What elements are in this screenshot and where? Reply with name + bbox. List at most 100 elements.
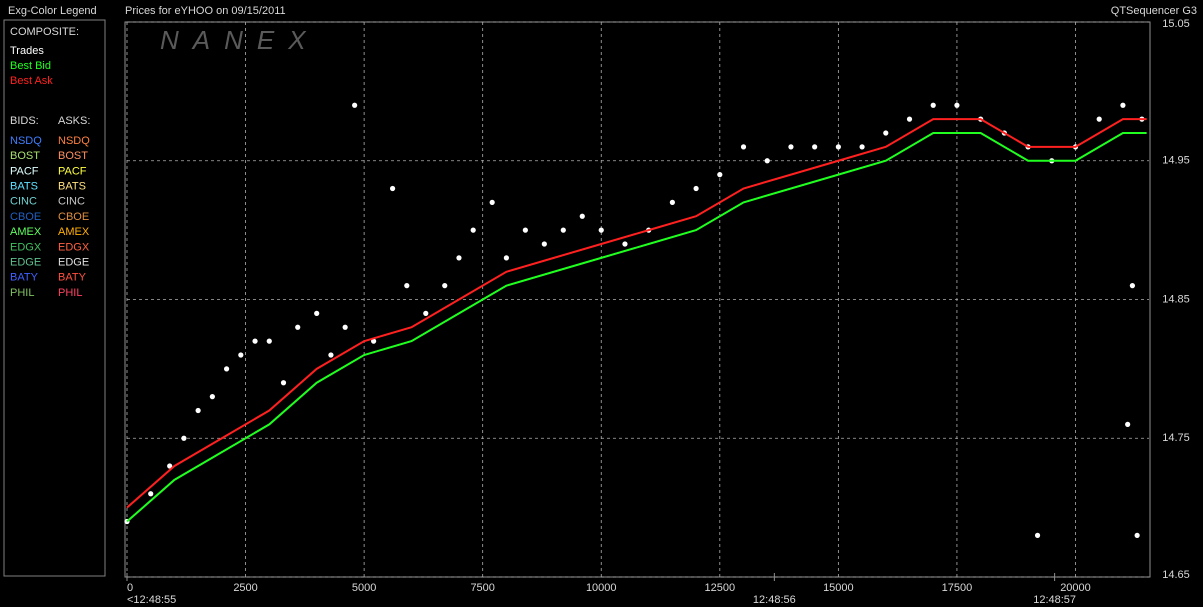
- y-tick-label: 14.85: [1162, 293, 1190, 305]
- trade-dot: [195, 407, 201, 414]
- trade-dot: [788, 144, 794, 150]
- trade-dot: [167, 463, 173, 469]
- legend-panel: [3, 19, 106, 577]
- trade-dot: [181, 435, 187, 441]
- bid-exchange: CBOE: [10, 211, 41, 223]
- trade-dot: [579, 213, 585, 219]
- ask-exchange: PHIL: [58, 287, 82, 299]
- trade-dot: [238, 352, 244, 358]
- trade-dot: [342, 324, 348, 330]
- ask-exchange: BATY: [58, 272, 87, 284]
- trade-dot: [280, 380, 287, 386]
- trade-dot: [470, 227, 476, 233]
- time-tick-label: 12:48:57: [1033, 594, 1076, 606]
- trade-dot: [669, 199, 675, 205]
- trade-dot: [456, 255, 462, 261]
- x-tick-label: 10000: [586, 582, 617, 594]
- bids-label: BIDS:: [10, 115, 39, 127]
- bid-exchange: PACF: [10, 165, 39, 177]
- x-tick-label: 12500: [705, 582, 736, 594]
- trade-dot: [389, 185, 396, 192]
- bid-exchange: BATS: [10, 181, 38, 193]
- composite-label: COMPOSITE:: [10, 26, 79, 38]
- price-line: [126, 118, 1147, 509]
- trade-dot: [560, 227, 566, 233]
- x-tick-label: 20000: [1060, 582, 1091, 594]
- ask-exchange: BOST: [58, 150, 88, 162]
- bid-exchange: EDGE: [10, 257, 41, 269]
- trade-dot: [764, 158, 770, 164]
- trade-dot: [352, 102, 358, 108]
- header-title: Prices for eYHOO on 09/15/2011: [125, 5, 286, 17]
- trade-dot: [1129, 283, 1136, 289]
- x-tick-label: 17500: [942, 582, 973, 594]
- header-right: QTSequencer G3: [1111, 5, 1197, 17]
- trade-dot: [598, 227, 604, 233]
- bid-exchange: CINC: [10, 196, 37, 208]
- ask-exchange: AMEX: [58, 226, 90, 238]
- ask-exchange: PACF: [58, 165, 87, 177]
- trade-dot: [252, 338, 258, 344]
- x-tick-label: 15000: [823, 582, 854, 594]
- ask-exchange: EDGX: [58, 241, 90, 253]
- x-tick-label: 0: [127, 582, 133, 594]
- trade-dot: [954, 102, 960, 108]
- legend-entry: Best Bid: [10, 60, 51, 72]
- trade-dot: [1120, 102, 1126, 108]
- x-tick-label: 7500: [470, 582, 494, 594]
- x-tick-label: 2500: [233, 582, 257, 594]
- y-tick-label: 14.65: [1162, 569, 1190, 581]
- trade-dot: [328, 352, 334, 358]
- legend-entry: Best Ask: [10, 75, 53, 87]
- trade-dot: [1134, 532, 1140, 538]
- trade-dot: [223, 366, 230, 372]
- bid-exchange: AMEX: [10, 226, 42, 238]
- trade-dot: [423, 310, 429, 316]
- y-tick-label: 14.95: [1162, 155, 1190, 167]
- trade-dot: [1096, 116, 1102, 122]
- trade-dot: [295, 324, 301, 330]
- bid-exchange: NSDQ: [10, 135, 42, 147]
- trade-dot: [906, 116, 913, 122]
- trade-dot: [1034, 532, 1041, 538]
- ask-exchange: NSDQ: [58, 135, 90, 147]
- ask-exchange: EDGE: [58, 257, 89, 269]
- bid-exchange: EDGX: [10, 241, 42, 253]
- trade-dot: [859, 144, 865, 150]
- trade-dot: [371, 338, 377, 344]
- trade-dot: [930, 102, 936, 108]
- trade-dot: [442, 283, 448, 289]
- trade-dot: [148, 491, 154, 497]
- trade-dot: [404, 283, 410, 289]
- trade-dot: [812, 144, 818, 150]
- time-tick-label: <12:48:55: [127, 594, 176, 606]
- trade-dot: [489, 199, 495, 205]
- bid-exchange: BATY: [10, 272, 39, 284]
- asks-label: ASKS:: [58, 115, 90, 127]
- y-tick-label: 14.75: [1162, 432, 1190, 444]
- trade-dot: [1125, 421, 1131, 427]
- bid-exchange: BOST: [10, 150, 40, 162]
- trade-dot: [693, 185, 699, 192]
- ask-exchange: BATS: [58, 181, 86, 193]
- trade-dot: [503, 255, 509, 261]
- trade-dot: [541, 241, 547, 247]
- trade-dot: [835, 144, 841, 150]
- trade-dot: [209, 394, 215, 400]
- y-tick-label: 15.05: [1162, 18, 1190, 30]
- trade-dot: [622, 241, 628, 247]
- trade-dot: [740, 144, 747, 150]
- trade-dot: [314, 310, 320, 316]
- trade-dot: [883, 130, 889, 136]
- watermark: NANEX: [160, 25, 320, 55]
- ask-exchange: CBOE: [58, 211, 89, 223]
- time-tick-label: 12:48:56: [753, 594, 796, 606]
- legend-entry: Trades: [10, 45, 44, 57]
- trade-dot: [266, 338, 272, 344]
- x-tick-label: 5000: [352, 582, 376, 594]
- trade-dot: [522, 227, 528, 233]
- price-line: [126, 132, 1147, 523]
- ask-exchange: CINC: [58, 196, 85, 208]
- trade-dot: [717, 172, 723, 178]
